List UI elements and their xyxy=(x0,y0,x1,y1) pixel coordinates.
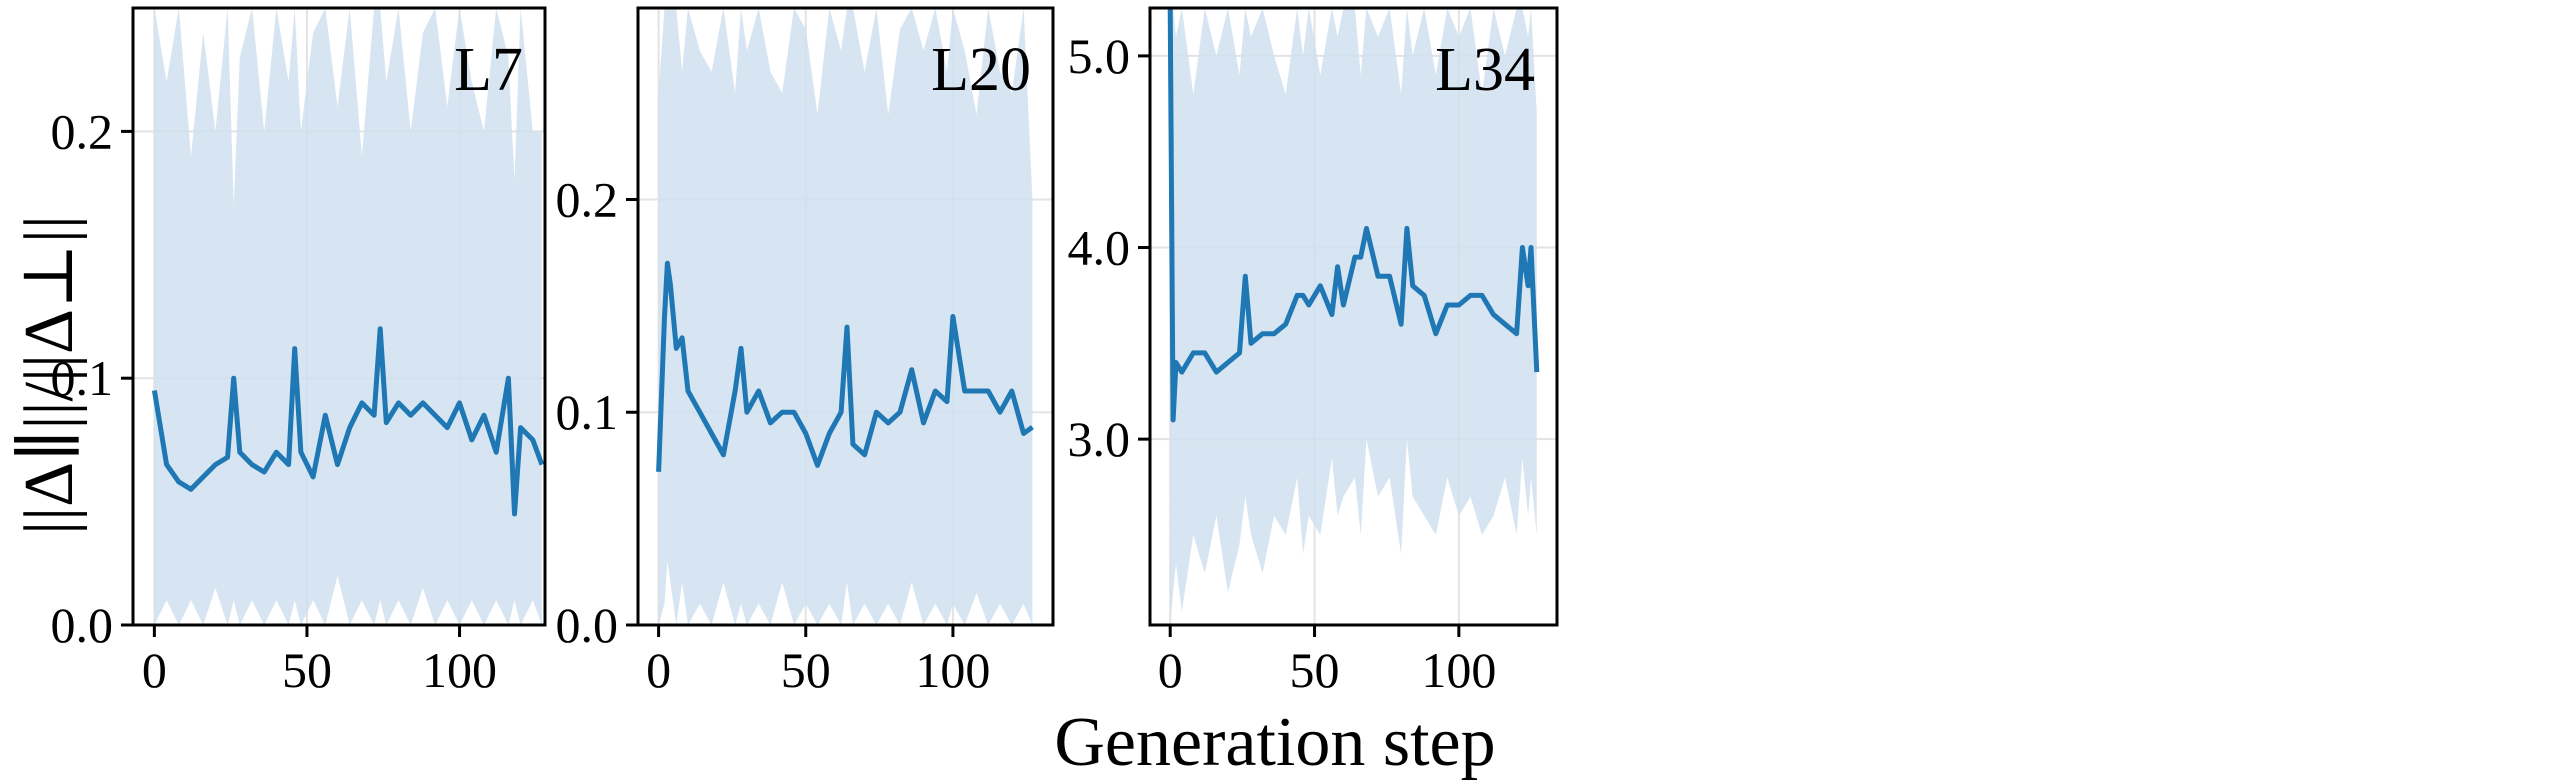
std-band xyxy=(658,8,1033,625)
y-tick-label: 0.1 xyxy=(556,384,619,440)
y-axis-label: ||Δ∥||/||Δ⊥|| xyxy=(11,215,88,535)
y-tick-label: 3.0 xyxy=(1068,411,1131,467)
panel-3: 0 50 100 3.0 4.0 5.0 L34 xyxy=(1068,6,1559,698)
y-tick-label: 0.2 xyxy=(51,103,114,159)
x-tick-label: 0 xyxy=(142,642,167,698)
y-tick-label: 0.0 xyxy=(51,597,114,653)
std-band xyxy=(154,8,542,625)
x-tick-label: 100 xyxy=(915,642,990,698)
y-tick-label: 0.2 xyxy=(556,171,619,227)
plot-area xyxy=(656,8,1034,625)
y-tick-label: 0.0 xyxy=(556,597,619,653)
plot-area xyxy=(151,8,545,625)
mean-line xyxy=(656,260,1034,472)
x-tick-label: 100 xyxy=(422,642,497,698)
mean-line xyxy=(151,326,545,517)
panel-label: L7 xyxy=(454,36,523,104)
y-tick-label: 5.0 xyxy=(1068,28,1131,84)
axes-frame xyxy=(636,6,1055,627)
y-tick-label: 0.1 xyxy=(51,350,114,406)
x-axis-label: Generation step xyxy=(1054,704,1495,781)
x-tick-label: 0 xyxy=(1158,642,1183,698)
std-band xyxy=(1170,8,1537,625)
panel-1: 0 50 100 0.0 0.1 0.2 L7 xyxy=(51,6,547,698)
panel-2: 0 50 100 0.0 0.1 0.2 L20 xyxy=(556,6,1055,698)
x-tick-label: 50 xyxy=(781,642,831,698)
x-tick-label: 50 xyxy=(282,642,332,698)
x-tick-label: 0 xyxy=(646,642,671,698)
mean-line xyxy=(1167,8,1540,423)
axes-frame xyxy=(131,6,547,627)
axes-frame xyxy=(1148,6,1559,627)
x-tick-label: 50 xyxy=(1290,642,1340,698)
panel-label: L20 xyxy=(931,36,1031,104)
panel-label: L34 xyxy=(1435,36,1535,104)
x-tick-label: 100 xyxy=(1421,642,1496,698)
y-tick-label: 4.0 xyxy=(1068,220,1131,276)
plot-area xyxy=(1167,8,1540,625)
